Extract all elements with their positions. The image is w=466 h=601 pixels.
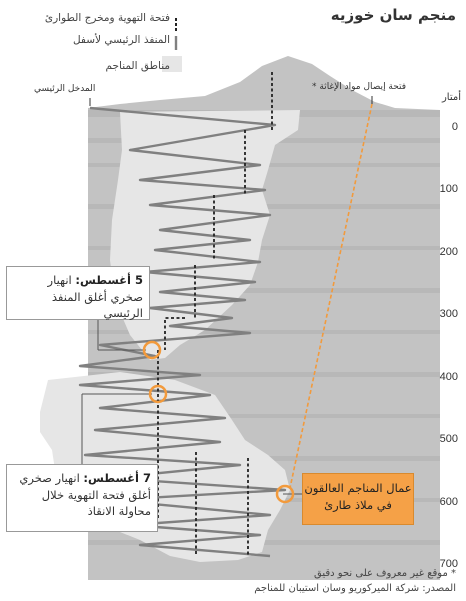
event-aug7-title: 7 أغسطس: (83, 471, 151, 485)
marker-refuge (275, 484, 295, 504)
depth-tick: 400 (440, 371, 458, 383)
supply-shaft-label: فتحة إيصال مواد الإغاثة * (312, 82, 407, 92)
marker-aug7 (148, 384, 168, 404)
depth-tick: 200 (440, 246, 458, 258)
ventilation-shaft (157, 72, 273, 555)
page-title: منجم سان خوزيه (330, 6, 456, 24)
depth-tick: 300 (440, 308, 458, 320)
event-aug7-text1: انهيار صخري (19, 471, 80, 485)
depth-scale: 0 100 200 300 400 500 600 700 (440, 121, 458, 570)
depth-unit-label: أمتار (441, 92, 461, 103)
event-aug5-text2: صخري أغلق المنفذ الرئيسي (51, 289, 143, 321)
depth-tick: 100 (440, 183, 458, 195)
legend-ramp-label: المنفذ الرئيسي لأسفل (72, 34, 170, 46)
event-aug5-title: 5 أغسطس: (75, 273, 143, 287)
legend-areas-label: مناطق المناجم (105, 60, 170, 72)
marker-aug5 (142, 340, 162, 360)
depth-tick: 700 (440, 558, 458, 570)
event-aug5-text1: انهيار (47, 273, 72, 287)
trapped-line2: في ملاذ طارئ (324, 497, 392, 512)
event-box-aug7: 7 أغسطس: انهيار صخري أغلق فتحة التهوية خ… (6, 464, 158, 532)
footnote-note: * موقع غير معروف على نحو دقيق (314, 568, 456, 579)
main-entrance-label: المدخل الرئيسي (34, 84, 96, 94)
event-box-aug5: 5 أغسطس: انهيار صخري أغلق المنفذ الرئيسي (6, 266, 150, 320)
callout-lines (81, 320, 302, 495)
depth-tick: 0 (452, 121, 458, 133)
main-ramp (78, 106, 287, 558)
footnote-source: المصدر: شركة الميركوريو وسان استيبان للم… (254, 583, 456, 594)
depth-tick: 500 (440, 433, 458, 445)
legend-shaft-label: فتحة التهوية ومخرج الطوارئ (44, 12, 170, 24)
collapse-markers (142, 340, 295, 504)
event-aug7-text2: أغلق فتحة التهوية خلال (41, 487, 151, 502)
legend-area-swatch (162, 56, 182, 72)
event-aug7-text3: محاولة الانقاذ (87, 504, 151, 519)
depth-tick: 600 (440, 496, 458, 508)
trapped-line1: عمال المناجم العالقون (304, 481, 412, 495)
trapped-miners-box: عمال المناجم العالقون في ملاذ طارئ (302, 473, 414, 525)
supply-shaft-line (289, 103, 373, 489)
